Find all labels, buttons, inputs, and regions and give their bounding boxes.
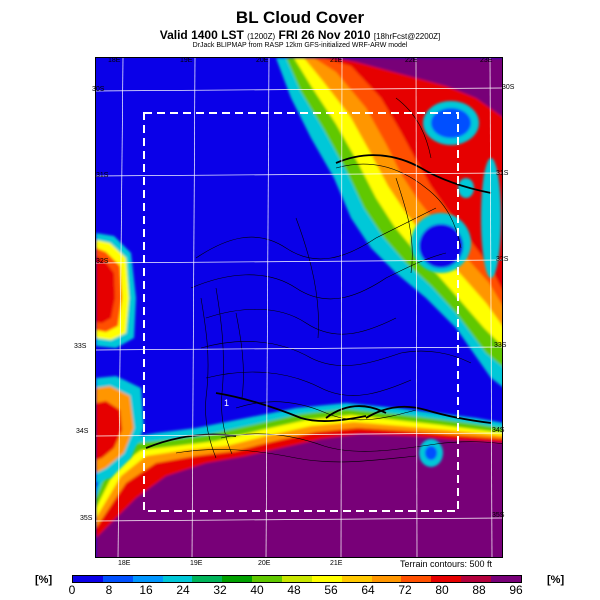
colorbar-swatch bbox=[401, 576, 432, 582]
northeast-clear-patches bbox=[411, 101, 501, 467]
lat-label-right-32s: 32S bbox=[496, 256, 509, 263]
lat-label-right-34s: 34S bbox=[492, 427, 505, 434]
colorbar-unit-right: [%] bbox=[547, 574, 565, 586]
colorbar-swatch bbox=[132, 576, 163, 582]
colorbar-swatch bbox=[102, 576, 133, 582]
valid-date: FRI 26 Nov 2010 bbox=[278, 28, 371, 42]
colorbar-tick-label: 80 bbox=[435, 583, 449, 597]
colorbar-swatch bbox=[311, 576, 342, 582]
lon-label-bottom-21e: 21E bbox=[330, 560, 343, 567]
valid-time: Valid 1400 LST (1200Z) FRI 26 Nov 2010 [… bbox=[0, 28, 600, 42]
lon-label-top-18e: 18E bbox=[108, 57, 121, 64]
west-coast-cloud bbox=[96, 233, 144, 483]
colorbar-swatch bbox=[73, 576, 103, 582]
inner-domain-box bbox=[143, 112, 459, 512]
colorbar-tick-label: 16 bbox=[139, 583, 153, 597]
lon-label-bottom-18e: 18E bbox=[118, 560, 131, 567]
chart-title: BL Cloud Cover bbox=[235, 8, 365, 27]
colorbar-swatch bbox=[222, 576, 253, 582]
colorbar-tick-label: 64 bbox=[361, 583, 375, 597]
lon-label-top-20e: 20E bbox=[256, 57, 269, 64]
colorbar-swatch bbox=[431, 576, 462, 582]
forecast-label: [18hrFcst@2200Z] bbox=[373, 32, 441, 41]
lat-label-left-31s: 31S bbox=[96, 172, 109, 179]
colorbar-tick-label: 40 bbox=[250, 583, 264, 597]
lat-label-left-30s: 30S bbox=[92, 86, 105, 93]
lat-label-right-33s: 33S bbox=[494, 342, 507, 349]
lon-label-top-19e: 19E bbox=[180, 57, 193, 64]
major-contours bbox=[145, 154, 492, 449]
colorbar-tick-label: 72 bbox=[398, 583, 412, 597]
lat-label-right-31s: 31S bbox=[496, 170, 509, 177]
graticule bbox=[96, 58, 502, 557]
colorbar-swatch bbox=[282, 576, 312, 582]
lat-label-left-34s: 34S bbox=[76, 428, 89, 435]
colorbar-unit-left: [%] bbox=[35, 574, 53, 586]
lon-label-bottom-20e: 20E bbox=[258, 560, 271, 567]
colorbar-swatch bbox=[491, 576, 521, 582]
colorbar bbox=[72, 575, 522, 583]
lon-label-top-21e: 21E bbox=[330, 57, 343, 64]
lat-label-right-35s: 35S bbox=[492, 512, 505, 519]
colorbar-tick-label: 96 bbox=[509, 583, 523, 597]
lon-label-top-22e: 22E bbox=[405, 57, 418, 64]
lon-label-top-23e: 23E bbox=[480, 57, 493, 64]
cloud-cover-map: 1 bbox=[95, 57, 503, 558]
colorbar-tick-label: 24 bbox=[176, 583, 190, 597]
colorbar-tick-label: 8 bbox=[105, 583, 113, 597]
terrain-contours bbox=[175, 97, 502, 463]
region-marker: 1 bbox=[224, 398, 229, 408]
valid-code: (1200Z) bbox=[247, 32, 276, 41]
colorbar-swatch bbox=[252, 576, 283, 582]
valid-main: Valid 1400 LST bbox=[159, 28, 244, 42]
colorbar-tick-label: 32 bbox=[213, 583, 227, 597]
lon-label-bottom-19e: 19E bbox=[190, 560, 203, 567]
colorbar-tick-label: 48 bbox=[287, 583, 301, 597]
lat-label-left-35s: 35S bbox=[80, 515, 93, 522]
terrain-note: Terrain contours: 500 ft bbox=[400, 559, 493, 569]
colorbar-tick-label: 56 bbox=[324, 583, 338, 597]
model-credit: DrJack BLIPMAP from RASP 12km GFS-initia… bbox=[192, 42, 408, 49]
colorbar-swatch bbox=[461, 576, 492, 582]
colorbar-tick-label: 88 bbox=[472, 583, 486, 597]
lat-label-right-30s: 30S bbox=[502, 84, 515, 91]
map-canvas: 1 bbox=[96, 58, 502, 557]
colorbar-tick-label: 0 bbox=[68, 583, 76, 597]
colorbar-swatch bbox=[162, 576, 193, 582]
lat-label-left-33s: 33S bbox=[74, 343, 87, 350]
colorbar-swatch bbox=[371, 576, 402, 582]
colorbar-swatch bbox=[341, 576, 372, 582]
colorbar-swatch bbox=[192, 576, 223, 582]
lat-label-left-32s: 32S bbox=[96, 258, 109, 265]
